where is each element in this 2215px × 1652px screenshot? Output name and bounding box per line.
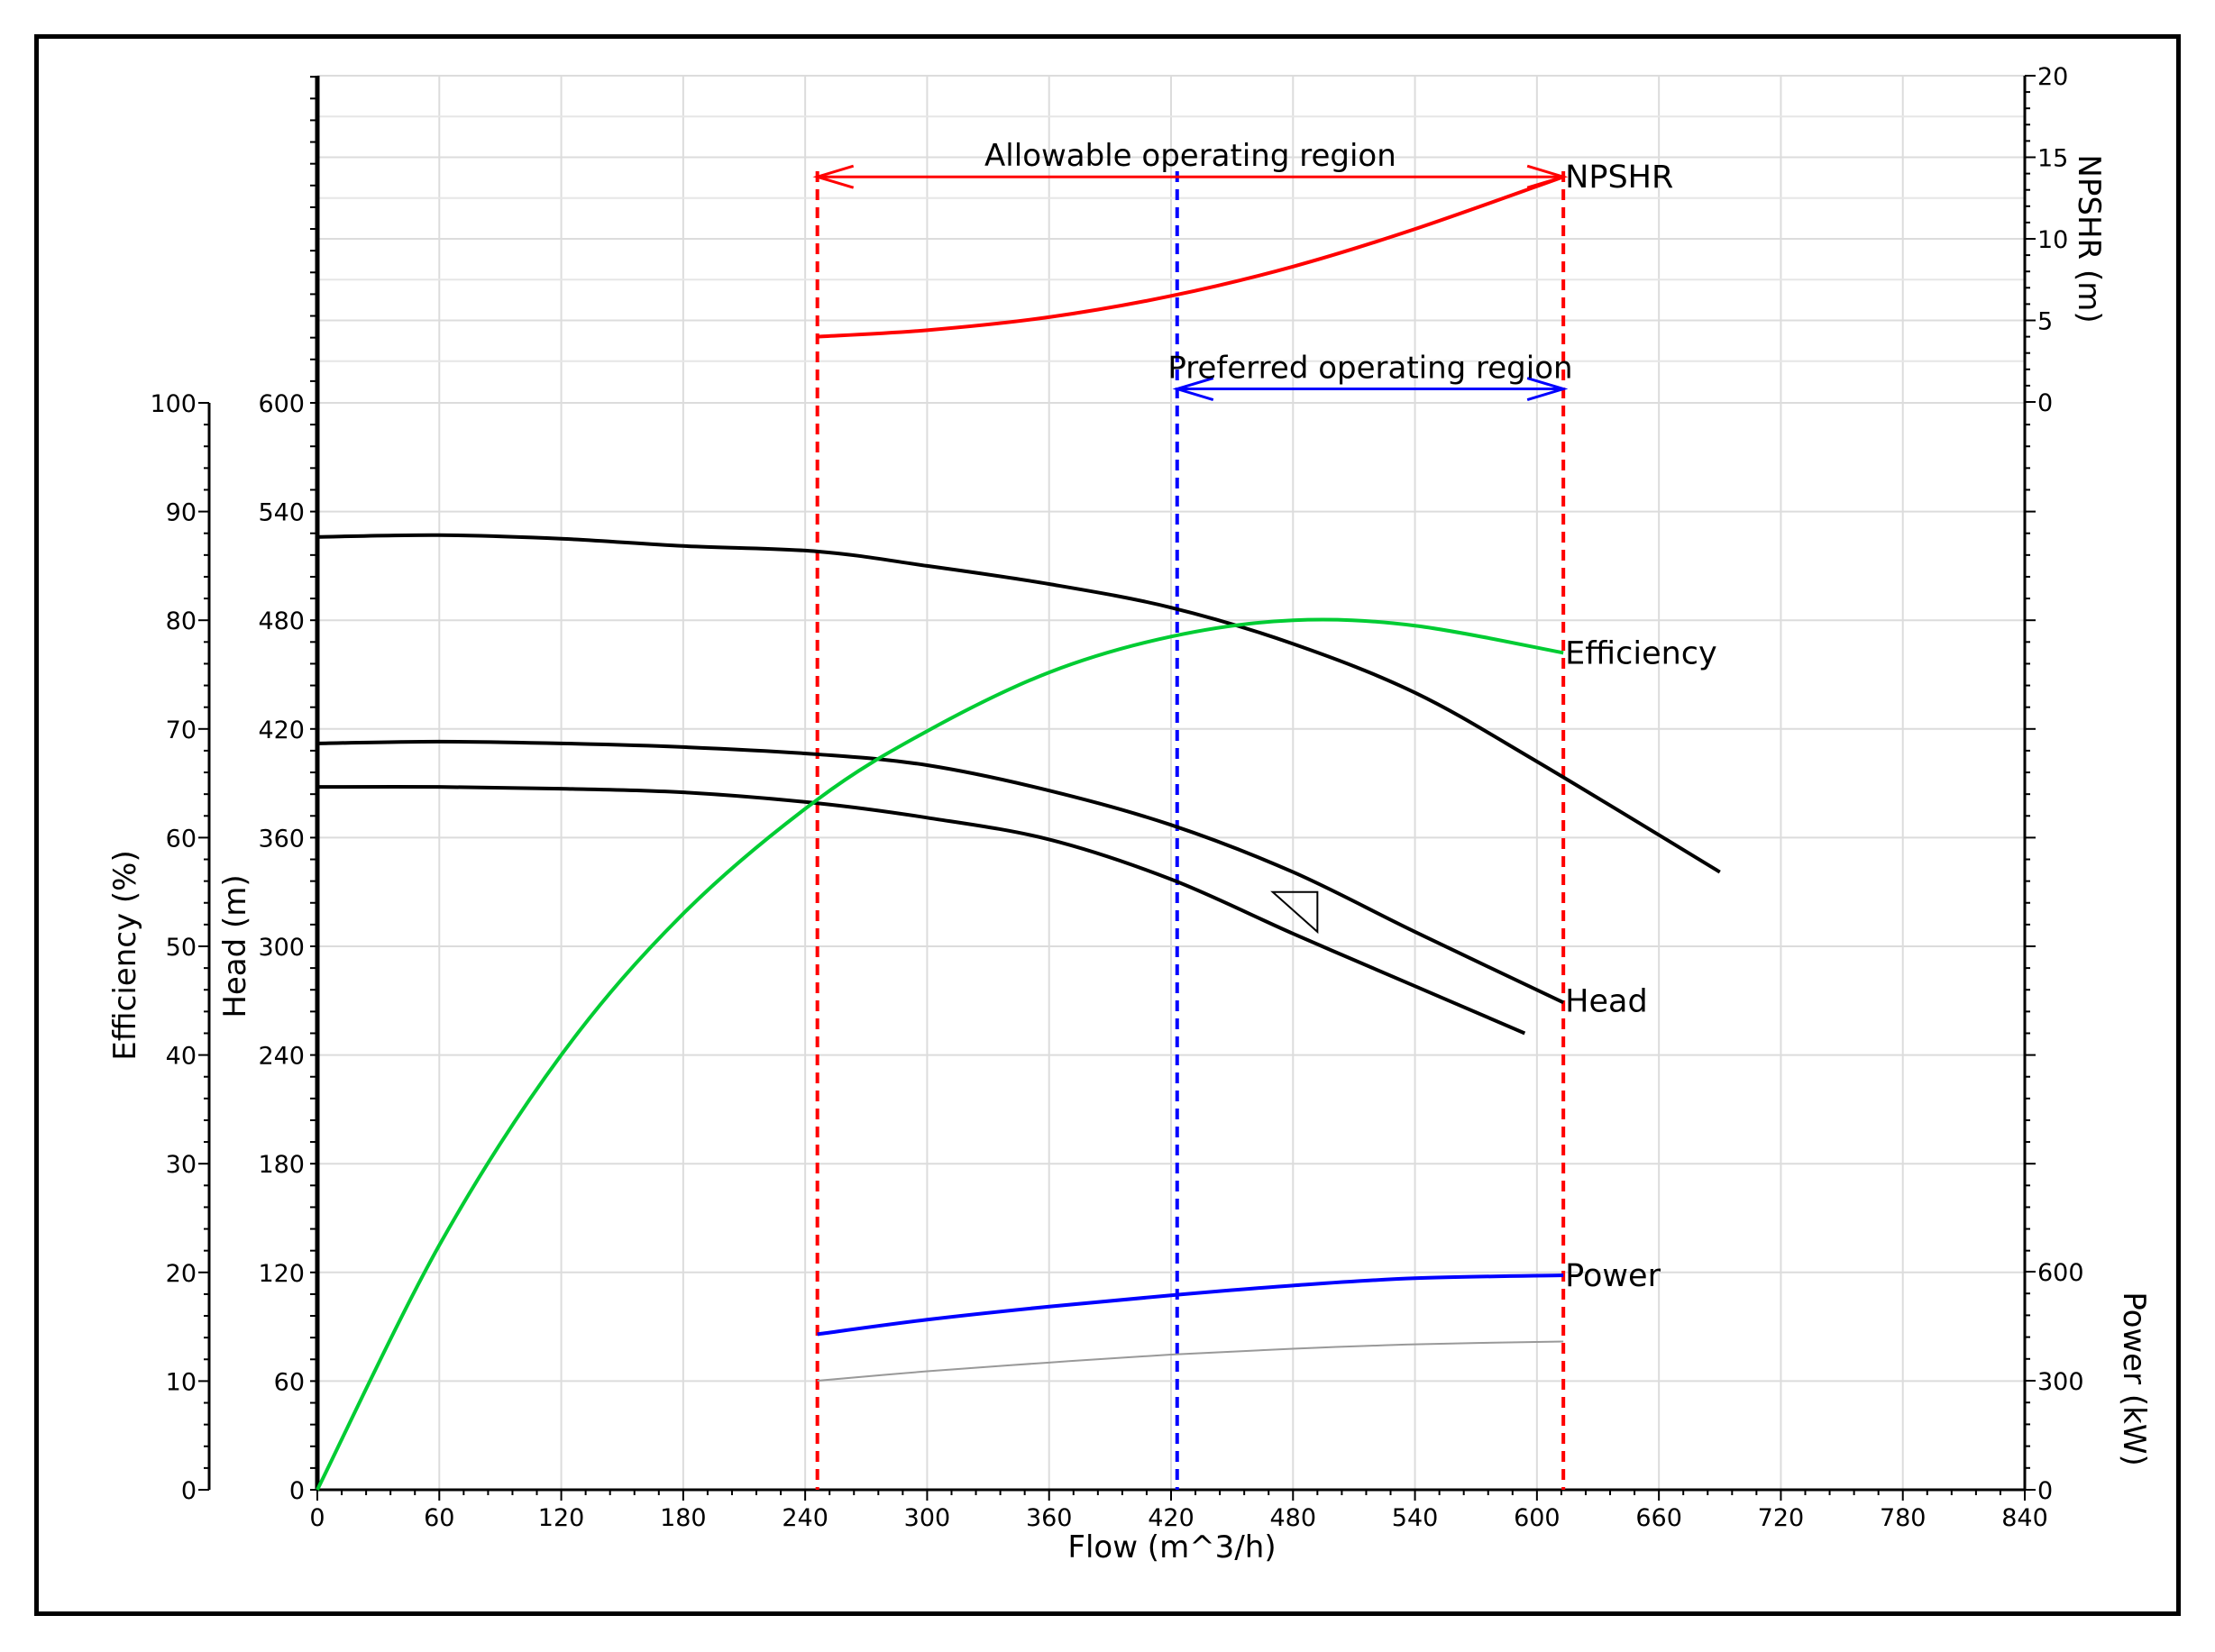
allowable-region-label: Allowable operating region — [984, 138, 1396, 174]
preferred-region-label: Preferred operating region — [1167, 351, 1572, 387]
npshr-tick-label: 20 — [2037, 63, 2068, 91]
flow-tick-label: 180 — [660, 1504, 707, 1532]
curve-power-6 — [817, 1340, 1564, 1382]
head-tick-label: 60 — [274, 1368, 305, 1396]
curve-head — [316, 533, 1721, 874]
flow-tick-label: 300 — [904, 1504, 951, 1532]
preferred-arrow-head-right — [1526, 377, 1569, 401]
efficiency-tick-label: 60 — [166, 825, 197, 853]
head-tick-label: 540 — [258, 499, 305, 527]
efficiency-tick-label: 10 — [166, 1368, 197, 1396]
flow-tick-label: 660 — [1635, 1504, 1682, 1532]
curve-label-npshr: NPSHR — [1565, 160, 1673, 196]
npshr-tick-label: 0 — [2037, 389, 2053, 417]
grid — [317, 75, 2026, 1491]
curve-label-head: Head — [1565, 983, 1648, 1019]
efficiency-tick-label: 40 — [166, 1043, 197, 1071]
flow-tick-label: 420 — [1148, 1504, 1194, 1532]
power-tick-label: 0 — [2037, 1477, 2053, 1505]
head-tick-label: 0 — [289, 1477, 305, 1505]
curve-label-power: Power — [1565, 1258, 1661, 1294]
flow-tick-label: 600 — [1514, 1504, 1561, 1532]
curve-head-1 — [316, 739, 1565, 1005]
efficiency-tick-label: 90 — [166, 499, 197, 527]
efficiency-axis-title: Efficiency (%) — [107, 850, 143, 1060]
flow-tick-label: 60 — [424, 1504, 454, 1532]
power-axis-title: Power (kW) — [2116, 1291, 2152, 1465]
npshr-tick-label: 5 — [2037, 308, 2053, 336]
curves — [316, 175, 1721, 1491]
efficiency-tick-label: 70 — [166, 716, 197, 744]
efficiency-tick-label: 0 — [181, 1477, 197, 1505]
npshr-axis-title: NPSHR (m) — [2071, 154, 2107, 323]
allowable-arrow-head-left — [812, 164, 855, 189]
flow-tick-label: 480 — [1270, 1504, 1317, 1532]
head-tick-label: 420 — [258, 716, 305, 744]
flow-tick-label: 540 — [1392, 1504, 1439, 1532]
head-tick-label: 480 — [258, 607, 305, 635]
curve-efficiency — [316, 617, 1564, 1491]
efficiency-tick-label: 80 — [166, 607, 197, 635]
efficiency-tick-label: 20 — [166, 1260, 197, 1288]
axes: 0 60 120 180 240 300 360 420 480 540 600 660 720 780 8… — [107, 63, 2152, 1565]
power-tick-label: 300 — [2037, 1368, 2084, 1396]
curve-label-efficiency: Efficiency — [1565, 635, 1717, 671]
curve-npshr — [817, 175, 1564, 339]
npshr-tick-label: 15 — [2037, 145, 2068, 173]
head-tick-label: 360 — [258, 825, 305, 853]
head-tick-label: 180 — [258, 1151, 305, 1179]
head-tick-label: 120 — [258, 1260, 305, 1288]
flow-tick-label: 120 — [538, 1504, 585, 1532]
efficiency-tick-label: 100 — [150, 390, 197, 418]
flow-axis-title: Flow (m^3/h) — [1067, 1529, 1276, 1565]
curve-power — [817, 1273, 1564, 1337]
preferred-arrow-head-left — [1172, 377, 1214, 401]
efficiency-tick-label: 50 — [166, 934, 197, 962]
flow-tick-label: 360 — [1026, 1504, 1073, 1532]
flow-tick-label: 720 — [1758, 1504, 1805, 1532]
head-tick-label: 240 — [258, 1043, 305, 1071]
npshr-tick-label: 10 — [2037, 226, 2068, 254]
flow-tick-label: 0 — [309, 1504, 325, 1532]
power-tick-label: 600 — [2037, 1259, 2084, 1287]
flow-tick-label: 840 — [2001, 1504, 2048, 1532]
chart-frame — [34, 34, 2181, 1616]
flow-tick-label: 780 — [1880, 1504, 1927, 1532]
flow-tick-label: 240 — [782, 1504, 828, 1532]
labels: Head Efficiency NPSHR Power — [1565, 160, 1717, 1294]
operating-regions: Allowable operating region Preferred oper… — [812, 138, 1573, 1490]
head-axis-title: Head (m) — [217, 874, 253, 1018]
triangle-marker — [1270, 890, 1319, 935]
head-tick-label: 600 — [258, 390, 305, 418]
head-tick-label: 300 — [258, 934, 305, 962]
efficiency-tick-label: 30 — [166, 1151, 197, 1179]
curve-head-2 — [316, 784, 1526, 1036]
